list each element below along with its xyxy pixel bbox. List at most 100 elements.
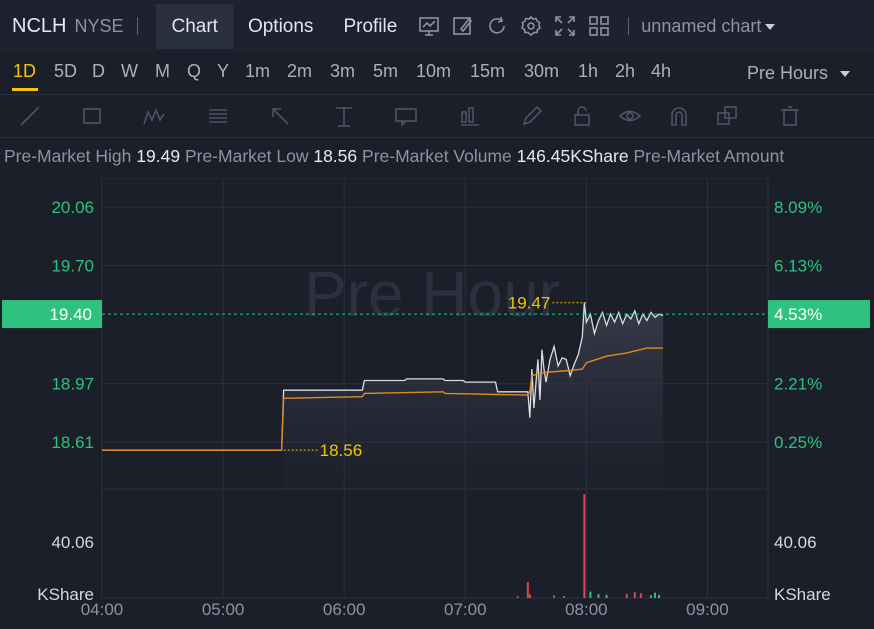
premarket-amount-label: Pre-Market Amount [633,146,785,166]
pencil-icon[interactable] [520,104,544,128]
fib-icon[interactable] [206,104,230,128]
tab-profile[interactable]: Profile [328,4,412,49]
premarket-high-value: 19.49 [136,146,181,166]
fullscreen-icon[interactable] [554,15,576,37]
top-toolbar: NCLH NYSE Chart Options Profile unnamed … [0,0,874,53]
price-chart[interactable]: Pre Hour 19.47 18.56 20.06 8.09% 19.70 6.13%… [0,178,874,629]
volume-bars [516,494,661,598]
price-tick-label: 18.97 [51,375,94,394]
price-area-fill [283,302,664,489]
toolbar-divider [628,17,630,35]
high-marker-label: 19.47 [508,294,551,313]
average-price-line [102,347,664,451]
ticker-symbol: NCLH [12,14,67,37]
low-marker-label: 18.56 [320,441,363,460]
tab-profile-label: Profile [343,15,398,37]
period-1d[interactable]: 1D [13,61,37,81]
volume-bar [639,593,642,598]
period-q[interactable]: Q [187,61,202,81]
drawing-toolbar [0,95,874,138]
time-tick-label: 05:00 [202,600,245,619]
volume-bar [583,494,586,598]
period-15m[interactable]: 15m [470,61,506,81]
rectangle-icon[interactable] [80,104,104,128]
period-2h[interactable]: 2h [615,61,636,81]
active-period-indicator [12,88,38,91]
time-tick-label: 07:00 [444,600,487,619]
bar-pattern-icon[interactable] [458,104,482,128]
trend-line-icon[interactable] [18,104,42,128]
tab-options[interactable]: Options [233,4,328,49]
price-line [102,302,664,451]
price-tick-label: 19.70 [51,256,94,275]
time-tick-label: 09:00 [686,600,729,619]
chevron-down-icon [765,23,776,30]
time-tick-label: 08:00 [565,600,608,619]
chart-series [102,302,664,451]
volume-bar [589,591,592,598]
magnet-icon[interactable] [667,104,691,128]
current-price-badge [2,300,102,329]
session-dropdown[interactable]: Pre Hours [747,63,850,84]
text-annotation-icon[interactable] [394,104,418,128]
period-10m[interactable]: 10m [416,61,452,81]
percent-tick-label: 0.25% [774,433,822,452]
volume-tick-label: 40.06 [774,533,817,552]
exchange-label: NYSE [74,15,124,36]
volume-bar [516,596,519,598]
period-5d[interactable]: 5D [54,61,78,81]
refresh-icon[interactable] [486,15,508,37]
volume-bar [649,595,652,598]
chart-name-dropdown[interactable]: unnamed chart [641,15,776,37]
period-1m[interactable]: 1m [245,61,271,81]
measure-icon[interactable] [332,104,356,128]
price-tick-label: 18.61 [51,433,94,452]
period-y[interactable]: Y [217,61,230,81]
lock-icon[interactable] [570,104,594,128]
tab-chart[interactable]: Chart [156,3,233,49]
volume-bar [605,594,608,598]
period-w[interactable]: W [121,61,138,81]
period-2m[interactable]: 2m [287,61,313,81]
eye-icon[interactable] [618,104,642,128]
current-percent-label: 4.53% [774,305,822,324]
premarket-high-label: Pre-Market High [4,146,132,166]
tab-chart-label: Chart [171,15,218,37]
current-percent-badge [768,300,870,329]
volume-bar [625,593,628,598]
period-selector: 1D 5D D W M Q Y 1m 2m 3m 5m 10m 15m 30m … [0,52,874,95]
volume-unit-label: KShare [774,585,831,604]
toolbar-divider [137,17,139,35]
pattern-icon[interactable] [142,104,166,128]
chart-name-label: unnamed chart [641,15,762,36]
volume-tick-label: 40.06 [51,533,94,552]
session-label: Pre Hours [746,63,828,83]
volume-bar [597,594,600,598]
volume-bar [526,582,529,598]
percent-tick-label: 6.13% [774,256,822,275]
tab-options-label: Options [247,15,314,37]
period-30m[interactable]: 30m [524,61,560,81]
premarket-stats: Pre-Market High 19.49 Pre-Market Low 18.… [0,146,874,170]
time-tick-label: 04:00 [81,600,124,619]
draw-icon[interactable] [452,15,474,37]
layers-icon[interactable] [715,104,739,128]
indicator-icon[interactable] [418,15,440,37]
period-3m[interactable]: 3m [330,61,356,81]
period-d[interactable]: D [92,61,105,81]
current-price-label: 19.40 [49,305,92,324]
period-4h[interactable]: 4h [651,61,672,81]
period-m[interactable]: M [155,61,170,81]
premarket-volume-value: 146.45KShare [516,146,629,166]
percent-tick-label: 2.21% [774,375,822,394]
volume-unit-label: KShare [37,585,94,604]
chart-watermark: Pre Hour [304,258,560,330]
period-1h[interactable]: 1h [578,61,599,81]
premarket-low-label: Pre-Market Low [184,146,309,166]
volume-bar [563,595,566,598]
settings-icon[interactable] [520,15,542,37]
arrow-icon[interactable] [268,104,292,128]
period-5m[interactable]: 5m [373,61,399,81]
trash-icon[interactable] [778,104,802,128]
layout-grid-icon[interactable] [588,15,610,37]
